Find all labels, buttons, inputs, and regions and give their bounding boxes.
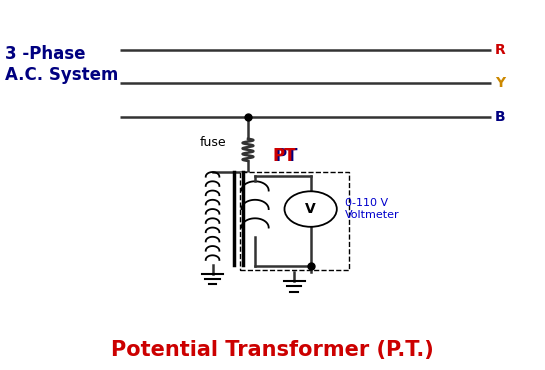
Text: 3 -Phase
A.C. System: 3 -Phase A.C. System <box>5 46 119 84</box>
Text: B: B <box>495 110 505 124</box>
Text: fuse: fuse <box>199 136 226 149</box>
Circle shape <box>284 191 337 227</box>
Text: Y: Y <box>495 76 505 90</box>
Text: Potential Transformer (P.T.): Potential Transformer (P.T.) <box>111 340 434 360</box>
Text: PT: PT <box>274 147 298 165</box>
Bar <box>240 172 349 270</box>
Text: R: R <box>495 43 506 57</box>
Text: 0-110 V
Voltmeter: 0-110 V Voltmeter <box>345 198 399 220</box>
Text: V: V <box>305 202 316 216</box>
Text: PT: PT <box>272 147 296 165</box>
